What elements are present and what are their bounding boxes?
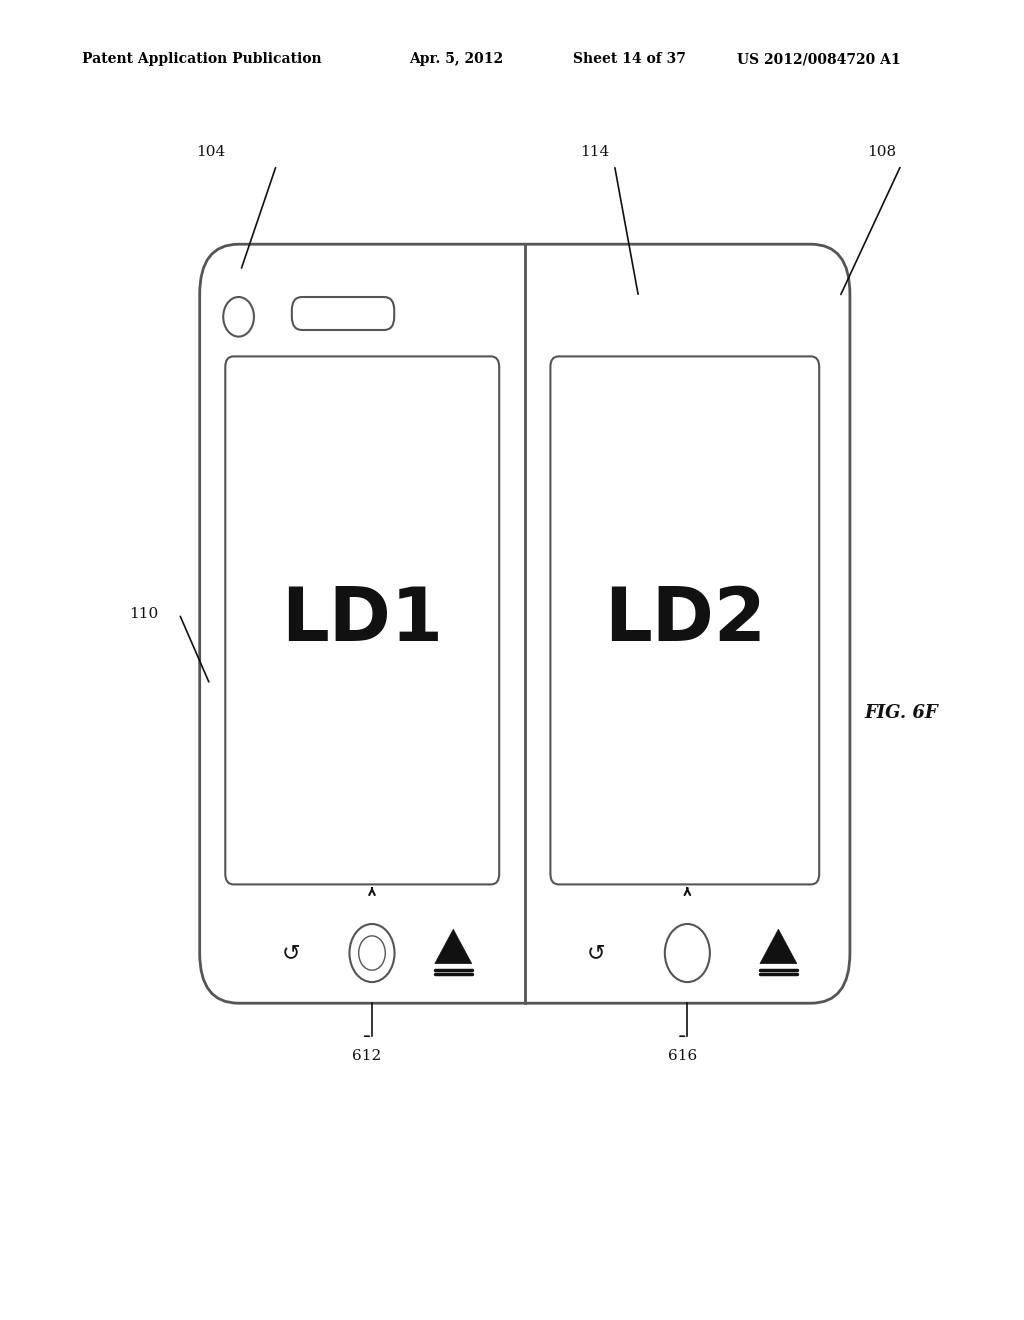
FancyBboxPatch shape xyxy=(200,244,850,1003)
Text: 110: 110 xyxy=(129,607,159,620)
Text: ↺: ↺ xyxy=(587,942,605,964)
Text: LD1: LD1 xyxy=(282,583,443,657)
Text: Apr. 5, 2012: Apr. 5, 2012 xyxy=(410,53,504,66)
Polygon shape xyxy=(760,929,797,964)
Text: 616: 616 xyxy=(668,1049,697,1063)
Text: 108: 108 xyxy=(867,145,896,158)
Text: 104: 104 xyxy=(196,145,225,158)
Text: FIG. 6F: FIG. 6F xyxy=(864,704,938,722)
Text: ↺: ↺ xyxy=(282,942,300,964)
Text: 114: 114 xyxy=(580,145,609,158)
Text: Patent Application Publication: Patent Application Publication xyxy=(82,53,322,66)
FancyBboxPatch shape xyxy=(225,356,500,884)
Polygon shape xyxy=(435,929,472,964)
Text: 612: 612 xyxy=(352,1049,382,1063)
Text: LD2: LD2 xyxy=(604,583,766,657)
FancyBboxPatch shape xyxy=(551,356,819,884)
Text: US 2012/0084720 A1: US 2012/0084720 A1 xyxy=(737,53,901,66)
Text: Sheet 14 of 37: Sheet 14 of 37 xyxy=(573,53,686,66)
